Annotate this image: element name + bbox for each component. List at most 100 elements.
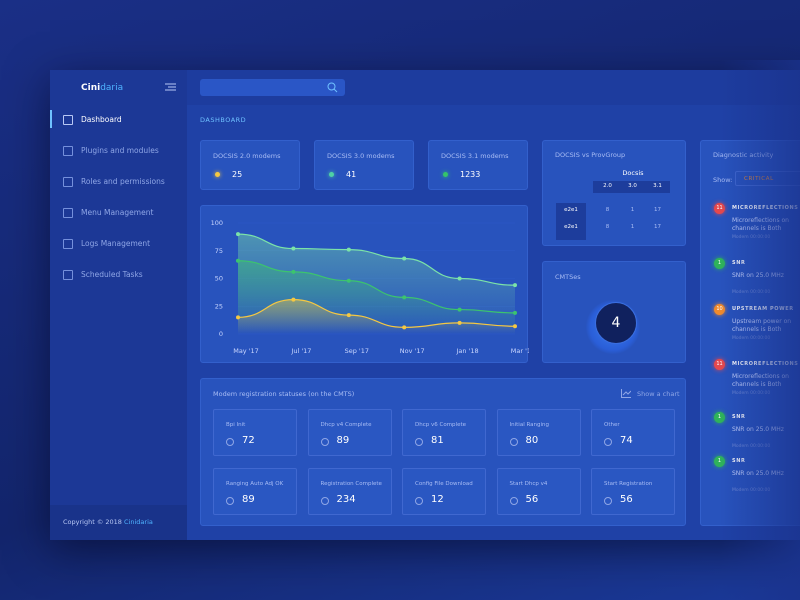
copyright-brand: Cinidaria — [124, 518, 153, 526]
tile-value: 81 — [431, 435, 444, 446]
table-row-name: e2e1 — [564, 207, 578, 213]
tile-value: 12 — [431, 494, 444, 505]
copyright: Copyright © 2018 Cinidaria — [63, 518, 153, 526]
stat-label: DOCSIS 3.1 modems — [441, 152, 509, 160]
nav-item[interactable]: Plugins and modules — [81, 146, 159, 155]
tile-icon — [604, 438, 612, 446]
x-tick-label: Mar '18 — [511, 347, 529, 355]
nav-icon — [63, 270, 73, 280]
alert-meta: Modem 00:00:00 — [732, 444, 771, 449]
tile-value: 72 — [242, 435, 255, 446]
alert-title: SNR — [732, 414, 746, 420]
table-cell: 8 — [605, 207, 610, 213]
x-tick-label: May '17 — [233, 347, 259, 355]
point — [402, 256, 407, 261]
stat-label: DOCSIS 3.0 modems — [327, 152, 395, 160]
search-box[interactable] — [200, 79, 345, 96]
tile-value: 80 — [525, 435, 539, 446]
table-cell: 17 — [654, 207, 661, 213]
menu-toggle[interactable] — [165, 83, 176, 91]
tile-label: Start Dhcp v4 — [509, 481, 548, 487]
alert-text: Microreflections on channels is Both — [732, 217, 789, 232]
tile-icon — [226, 438, 234, 446]
status-tile[interactable]: Ranging Auto Adj OK 89 — [213, 468, 297, 515]
point — [291, 269, 296, 274]
table-cell: 1 — [630, 224, 635, 230]
table-group: Docsis — [622, 169, 644, 177]
table-column-header: 2.0 — [603, 183, 612, 189]
page-title: DASHBOARD — [200, 116, 247, 124]
tile-value: 234 — [336, 494, 356, 505]
status-tile[interactable]: Start Dhcp v4 56 — [496, 468, 581, 515]
alert-title: UPSTREAM POWER — [732, 306, 794, 312]
alert-meta: Modem 00:00:00 — [732, 488, 771, 493]
stat-dot — [215, 172, 220, 177]
alert-text: Upstream power on channels is Both — [732, 318, 792, 333]
status-tile[interactable]: Bpi Init 72 — [213, 409, 297, 456]
table-header — [593, 181, 670, 193]
chart-icon[interactable] — [621, 389, 631, 398]
tile-label: Dhcp v6 Complete — [415, 422, 466, 428]
status-tile[interactable]: Config File Download 12 — [402, 468, 486, 515]
nav-item[interactable]: Scheduled Tasks — [81, 270, 143, 279]
tile-label: Start Registration — [604, 481, 653, 487]
tile-icon — [415, 438, 423, 446]
card-title: DOCSIS vs ProvGroup — [555, 151, 626, 159]
y-tick-label: 75 — [215, 247, 223, 255]
card-title: CMTSes — [555, 273, 581, 281]
brand-part: Cini — [81, 83, 101, 93]
filter-label: Show: — [713, 176, 733, 184]
nav-indicator — [50, 110, 52, 128]
count-badge: 10 — [714, 304, 725, 315]
nav-item[interactable]: Roles and permissions — [81, 177, 165, 186]
table-row-name: e2e1 — [564, 224, 578, 230]
line-chart: 0 25 50 75 100 May '17 Jul '17 Sep '17 Nov '17 Ja… — [211, 219, 536, 355]
nav-icon — [63, 239, 73, 249]
nav-icon — [63, 177, 73, 187]
brand: Cinidaria — [81, 83, 123, 93]
tile-icon — [320, 497, 329, 505]
tile-icon — [604, 497, 612, 505]
x-tick-label: Sep '17 — [345, 347, 369, 355]
cmts-count: 4 — [595, 302, 637, 344]
alert-meta: Modem 00:00:00 — [732, 235, 771, 240]
nav-item[interactable]: Logs Management — [81, 239, 151, 248]
filter-select[interactable]: CRITICAL — [735, 171, 800, 186]
nav-icon — [63, 115, 73, 125]
point — [513, 324, 517, 329]
status-tile[interactable]: Dhcp v4 Complete 89 — [307, 409, 392, 456]
point — [236, 232, 240, 237]
table-cell: 8 — [605, 224, 610, 230]
chart-card: 0 25 50 75 100 May '17 Jul '17 Sep '17 Nov '17 Ja… — [200, 205, 536, 363]
point — [402, 295, 407, 300]
count-badge: 1 — [714, 456, 725, 467]
status-tile[interactable]: Start Registration 56 — [591, 468, 675, 515]
status-tile[interactable]: Registration Complete 234 — [307, 468, 392, 515]
stat-value: 41 — [346, 170, 357, 179]
stat-value: 25 — [232, 170, 243, 179]
tile-label: Other — [604, 422, 620, 428]
sidebar-footer: Copyright © 2018 Cinidaria — [50, 505, 187, 540]
status-tile[interactable]: Initial Ranging 80 — [496, 409, 581, 456]
table-row-header — [556, 203, 586, 240]
status-tile[interactable]: Dhcp v6 Complete 81 — [402, 409, 486, 456]
point — [346, 247, 351, 252]
tile-value: 89 — [242, 494, 255, 505]
show-chart-link[interactable]: Show a chart — [637, 390, 680, 398]
tile-label: Registration Complete — [320, 481, 382, 487]
nav-icon — [63, 146, 73, 156]
alert-title: SNR — [732, 260, 746, 266]
nav-item[interactable]: Dashboard — [81, 115, 122, 124]
count-badge: 11 — [714, 203, 725, 214]
point — [457, 320, 462, 325]
status-tile[interactable]: Other 74 — [591, 409, 675, 456]
tile-label: Config File Download — [415, 481, 473, 487]
nav-item[interactable]: Menu Management — [81, 208, 154, 217]
copyright-text: Copyright © 2018 — [63, 518, 122, 526]
stat-card: DOCSIS 3.0 modems 41 — [314, 140, 414, 190]
search-icon[interactable] — [327, 82, 338, 93]
point — [291, 297, 296, 302]
stat-card: DOCSIS 2.0 modems 25 — [200, 140, 300, 190]
point — [513, 310, 517, 315]
diagnostics-panel: Diagnostic activity Show: CRITICAL 11 MIC… — [700, 140, 800, 526]
